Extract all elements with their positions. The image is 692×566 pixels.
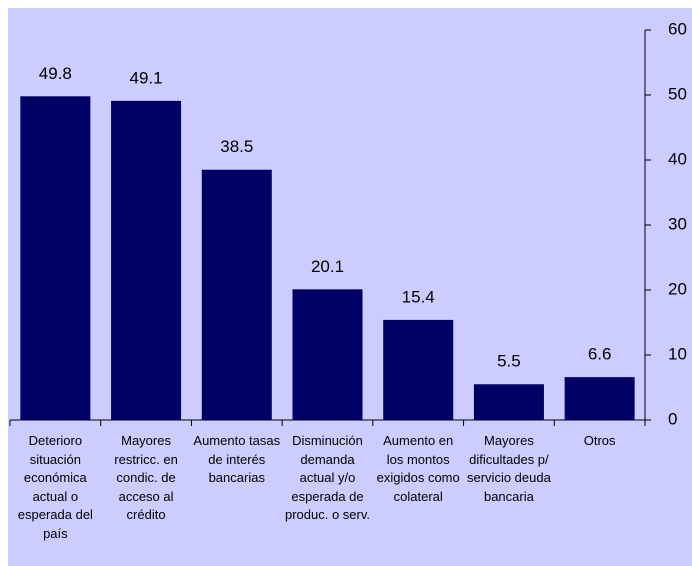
y-tick-label: 0 <box>668 409 677 428</box>
x-tick-label: Mayores dificultades p/ servicio deuda b… <box>467 433 551 504</box>
value-label: 6.6 <box>588 345 612 364</box>
bar <box>292 289 363 420</box>
x-tick-label: Aumento en los montos exigidos como cola… <box>376 433 460 504</box>
value-label: 15.4 <box>402 287 435 306</box>
bar <box>564 377 635 420</box>
value-label: 5.5 <box>497 352 521 371</box>
x-tick-label: Disminución demanda actual y/o esperada … <box>284 433 370 522</box>
bar <box>473 384 544 420</box>
y-tick-label: 60 <box>668 19 687 38</box>
value-label: 49.8 <box>39 64 72 83</box>
y-tick-label: 40 <box>668 149 687 168</box>
x-tick-label: Otros <box>583 433 616 448</box>
value-label: 20.1 <box>311 257 344 276</box>
bar <box>383 319 454 420</box>
bar <box>201 169 272 420</box>
x-tick-label: Deterioro situación económica actual o e… <box>17 433 93 541</box>
y-tick-label: 50 <box>668 84 687 103</box>
x-tick-label: Mayores restricc. en condic. de acceso a… <box>114 433 178 522</box>
bar <box>20 96 91 421</box>
x-tick-label: Aumento tasas de interés bancarias <box>193 433 281 485</box>
bar <box>111 100 182 420</box>
y-tick-label: 20 <box>668 279 687 298</box>
value-label: 38.5 <box>220 137 253 156</box>
y-tick-label: 30 <box>668 214 687 233</box>
y-tick-label: 10 <box>668 344 687 363</box>
value-label: 49.1 <box>130 68 163 87</box>
